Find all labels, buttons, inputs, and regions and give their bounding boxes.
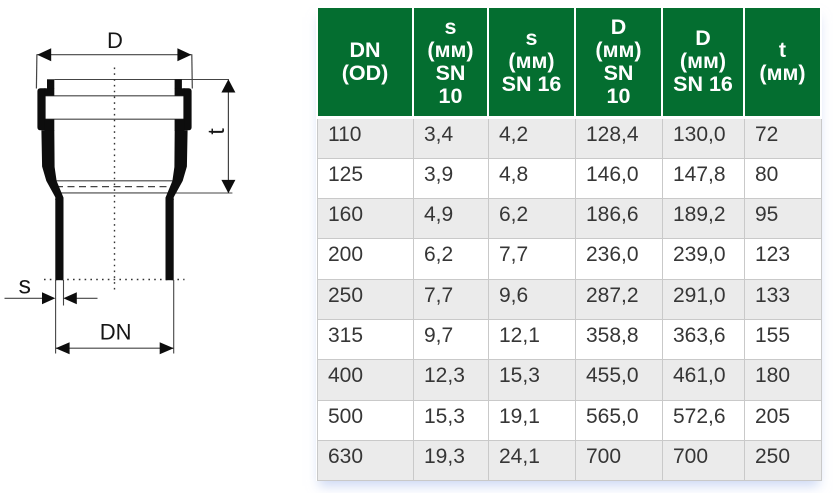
svg-text:D: D (107, 28, 123, 53)
svg-text:t: t (203, 128, 229, 135)
svg-text:DN: DN (100, 320, 132, 345)
svg-text:s: s (19, 272, 32, 300)
